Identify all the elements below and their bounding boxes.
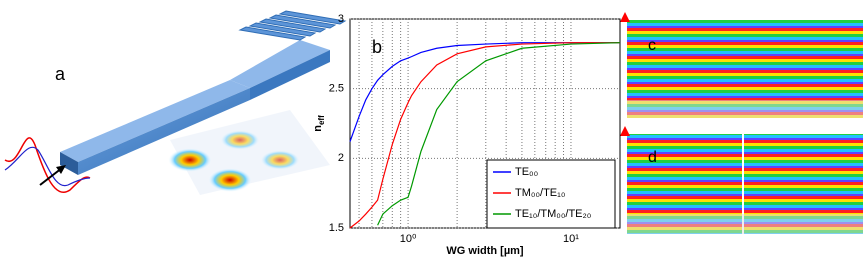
legend-label: TE₁₀/TM₀₀/TE₂₀	[515, 208, 591, 220]
panel-a: a	[4, 10, 347, 195]
annotation: b	[372, 37, 382, 57]
series-line	[349, 42, 620, 229]
panel-label: d	[648, 149, 657, 166]
series-line	[349, 42, 620, 142]
y-tick-label: 2.5	[329, 83, 344, 95]
legend-label: TM₀₀/TE₁₀	[515, 187, 565, 199]
chart: 10⁰ 10¹ 1.5 2 2.5 3 WG width [µm] neff b TE₀₀ TM₀₀…	[312, 13, 621, 257]
y-axis-label: neff	[312, 115, 326, 132]
panel-label: a	[55, 64, 66, 84]
panel-d: d	[620, 126, 863, 234]
y-tick-label: 3	[338, 13, 344, 25]
legend-label: TE₀₀	[515, 166, 538, 178]
panel-label: c	[648, 37, 656, 54]
x-tick-label: 10¹	[563, 233, 579, 245]
x-axis-label: WG width [µm]	[446, 245, 524, 257]
series-line	[377, 42, 621, 226]
y-tick-label: 2	[338, 152, 344, 164]
x-tick-label: 10⁰	[400, 233, 417, 245]
y-tick-label: 1.5	[329, 222, 344, 234]
y-axis-label-base: n	[312, 125, 324, 132]
y-axis-label-subscript: eff	[317, 115, 326, 125]
panel-c: c	[620, 12, 863, 118]
